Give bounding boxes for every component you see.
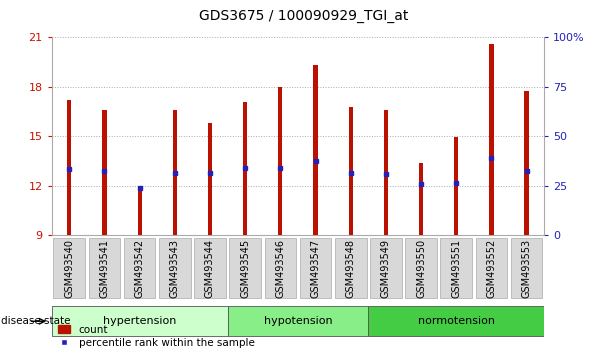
Text: hypertension: hypertension (103, 316, 176, 326)
FancyBboxPatch shape (511, 239, 542, 298)
FancyBboxPatch shape (475, 239, 507, 298)
FancyBboxPatch shape (300, 239, 331, 298)
FancyBboxPatch shape (370, 239, 402, 298)
Text: GSM493552: GSM493552 (486, 239, 496, 298)
FancyBboxPatch shape (194, 239, 226, 298)
Text: GSM493542: GSM493542 (134, 239, 145, 298)
FancyBboxPatch shape (335, 239, 367, 298)
Text: GSM493548: GSM493548 (346, 239, 356, 298)
FancyBboxPatch shape (368, 306, 544, 336)
FancyBboxPatch shape (89, 239, 120, 298)
FancyBboxPatch shape (229, 239, 261, 298)
Bar (173, 110, 177, 235)
Text: hypotension: hypotension (264, 316, 332, 326)
Legend: count, percentile rank within the sample: count, percentile rank within the sample (57, 324, 256, 349)
Text: GSM493549: GSM493549 (381, 239, 391, 298)
Bar (278, 87, 283, 235)
Bar (489, 44, 494, 235)
FancyBboxPatch shape (264, 239, 296, 298)
Bar (384, 110, 388, 235)
FancyBboxPatch shape (124, 239, 156, 298)
Bar (102, 110, 106, 235)
Text: GSM493546: GSM493546 (275, 239, 285, 298)
Bar (137, 188, 142, 235)
FancyBboxPatch shape (405, 239, 437, 298)
FancyBboxPatch shape (52, 306, 227, 336)
Bar (525, 91, 529, 235)
Text: GDS3675 / 100090929_TGI_at: GDS3675 / 100090929_TGI_at (199, 9, 409, 23)
FancyBboxPatch shape (54, 239, 85, 298)
Text: GSM493540: GSM493540 (64, 239, 74, 298)
FancyBboxPatch shape (227, 306, 368, 336)
FancyBboxPatch shape (159, 239, 191, 298)
Bar (419, 163, 423, 235)
Bar (243, 102, 247, 235)
Text: GSM493550: GSM493550 (416, 239, 426, 298)
Bar (313, 65, 317, 235)
Text: GSM493544: GSM493544 (205, 239, 215, 298)
Bar (454, 137, 458, 235)
Text: GSM493553: GSM493553 (522, 239, 531, 298)
Text: disease state: disease state (1, 316, 71, 326)
Text: GSM493551: GSM493551 (451, 239, 461, 298)
Text: GSM493547: GSM493547 (311, 239, 320, 298)
Text: GSM493541: GSM493541 (100, 239, 109, 298)
Text: GSM493545: GSM493545 (240, 239, 250, 298)
Bar (208, 123, 212, 235)
FancyBboxPatch shape (440, 239, 472, 298)
Text: normotension: normotension (418, 316, 495, 326)
Bar (348, 107, 353, 235)
Text: GSM493543: GSM493543 (170, 239, 180, 298)
Bar (67, 100, 71, 235)
